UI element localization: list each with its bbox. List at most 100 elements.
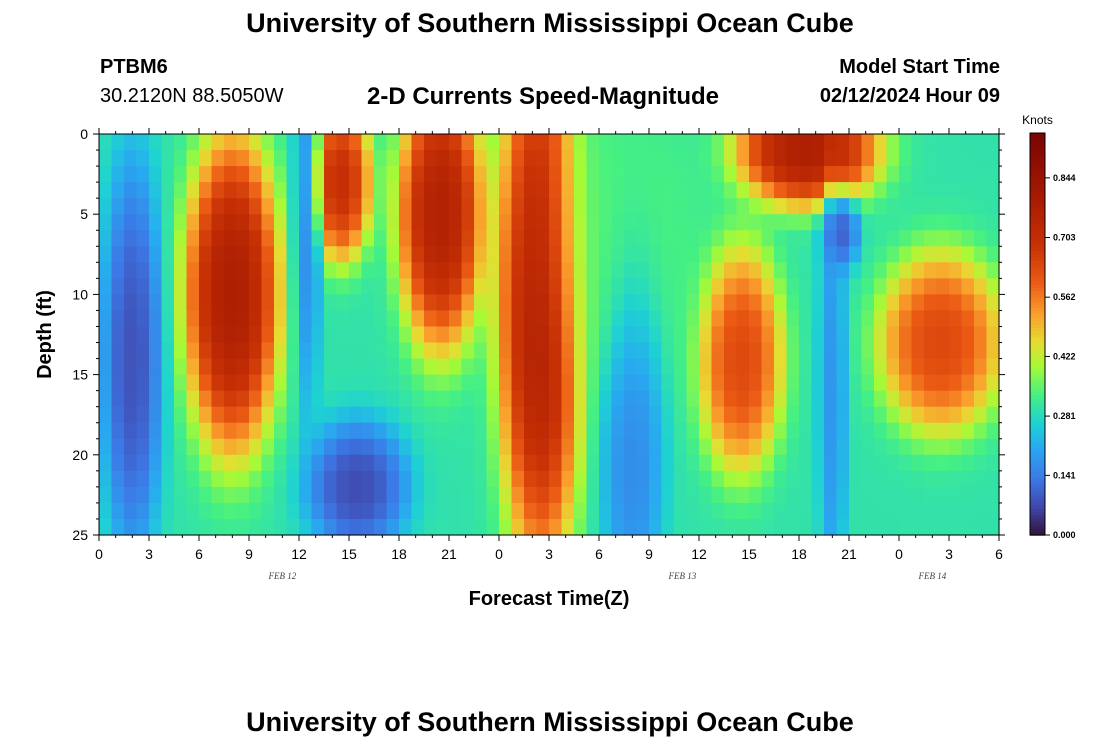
heatmap-cell (361, 182, 375, 199)
heatmap-cell (361, 422, 375, 440)
heatmap-cell (224, 502, 238, 520)
heatmap-cell (549, 374, 563, 392)
heatmap-cell (986, 182, 1000, 199)
heatmap-cell (111, 246, 125, 263)
colorbar-swatch (1030, 387, 1045, 392)
heatmap-cell (461, 198, 475, 215)
heatmap-cell (686, 502, 700, 520)
colorbar-swatch (1030, 521, 1045, 526)
heatmap-cell (886, 518, 900, 536)
heatmap-cell (749, 310, 763, 328)
heatmap-cell (949, 326, 963, 344)
heatmap-cell (511, 166, 525, 183)
heatmap-cell (449, 246, 463, 263)
heatmap-cell (836, 502, 850, 520)
heatmap-cell (774, 294, 788, 312)
heatmap-cell (374, 166, 388, 183)
heatmap-cell (624, 438, 638, 456)
heatmap-cell (511, 374, 525, 392)
heatmap-cell (624, 246, 638, 263)
heatmap-cell (636, 326, 650, 344)
heatmap-cell (761, 502, 775, 520)
colorbar-swatch (1030, 303, 1045, 308)
colorbar-swatch (1030, 183, 1045, 188)
heatmap-cell (761, 454, 775, 472)
heatmap-cell (899, 182, 913, 199)
heatmap-cell (636, 422, 650, 440)
heatmap-cell (849, 166, 863, 183)
heatmap-cell (424, 406, 438, 424)
heatmap-cell (299, 214, 313, 231)
heatmap-cell (349, 310, 363, 328)
heatmap-cell (936, 278, 950, 295)
heatmap-cell (836, 470, 850, 488)
heatmap-cell (661, 358, 675, 376)
heatmap-cell (124, 150, 138, 167)
heatmap-cell (186, 486, 200, 504)
heatmap-cell (261, 246, 275, 263)
heatmap-cell (699, 278, 713, 295)
heatmap-cell (736, 406, 750, 424)
heatmap-cell (624, 230, 638, 247)
heatmap-cell (136, 246, 150, 263)
heatmap-cell (874, 150, 888, 167)
heatmap-cell (599, 438, 613, 456)
heatmap-cell (449, 358, 463, 376)
heatmap-cell (636, 486, 650, 504)
heatmap-cell (261, 326, 275, 344)
heatmap-cell (636, 454, 650, 472)
heatmap-cell (874, 310, 888, 328)
heatmap-cell (924, 422, 938, 440)
heatmap-cell (274, 342, 288, 360)
heatmap-cell (249, 166, 263, 183)
heatmap-cell (724, 262, 738, 279)
colorbar-swatch (1030, 384, 1045, 389)
heatmap-cell (236, 230, 250, 247)
heatmap-cell (599, 486, 613, 504)
heatmap-cell (386, 422, 400, 440)
heatmap-cell (474, 198, 488, 215)
heatmap-cell (961, 214, 975, 231)
heatmap-cell (824, 422, 838, 440)
plot-title: 2-D Currents Speed-Magnitude (367, 83, 720, 110)
heatmap-cell (699, 518, 713, 536)
heatmap-cell (336, 294, 350, 312)
heatmap-cell (299, 454, 313, 472)
heatmap-cell (486, 390, 500, 408)
heatmap-cell (124, 230, 138, 247)
heatmap-cell (911, 294, 925, 312)
heatmap-cell (411, 326, 425, 344)
heatmap-cell (111, 518, 125, 536)
heatmap-cell (161, 438, 175, 456)
heatmap-cell (399, 326, 413, 344)
colorbar-swatch (1030, 240, 1045, 245)
heatmap-cell (361, 374, 375, 392)
heatmap-cell (499, 182, 513, 199)
heatmap-cell (561, 230, 575, 247)
heatmap-cell (774, 310, 788, 328)
heatmap-cell (561, 134, 575, 151)
heatmap-cell (236, 326, 250, 344)
heatmap-cell (786, 518, 800, 536)
heatmap-cell (286, 438, 300, 456)
heatmap-cell (849, 294, 863, 312)
heatmap-cell (886, 422, 900, 440)
heatmap-cell (586, 246, 600, 263)
heatmap-cell (349, 358, 363, 376)
heatmap-cell (674, 438, 688, 456)
heatmap-cell (336, 150, 350, 167)
heatmap-cell (586, 502, 600, 520)
heatmap-cell (386, 326, 400, 344)
heatmap-cell (986, 422, 1000, 440)
heatmap-cell (586, 358, 600, 376)
heatmap-cell (836, 230, 850, 247)
heatmap-cell (461, 182, 475, 199)
heatmap-cell (974, 422, 988, 440)
heatmap-cell (149, 486, 163, 504)
heatmap-cell (699, 294, 713, 312)
colorbar-swatch (1030, 484, 1045, 489)
heatmap-cell (511, 294, 525, 312)
heatmap-cell (899, 214, 913, 231)
heatmap-cell (836, 342, 850, 360)
heatmap-cell (361, 214, 375, 231)
